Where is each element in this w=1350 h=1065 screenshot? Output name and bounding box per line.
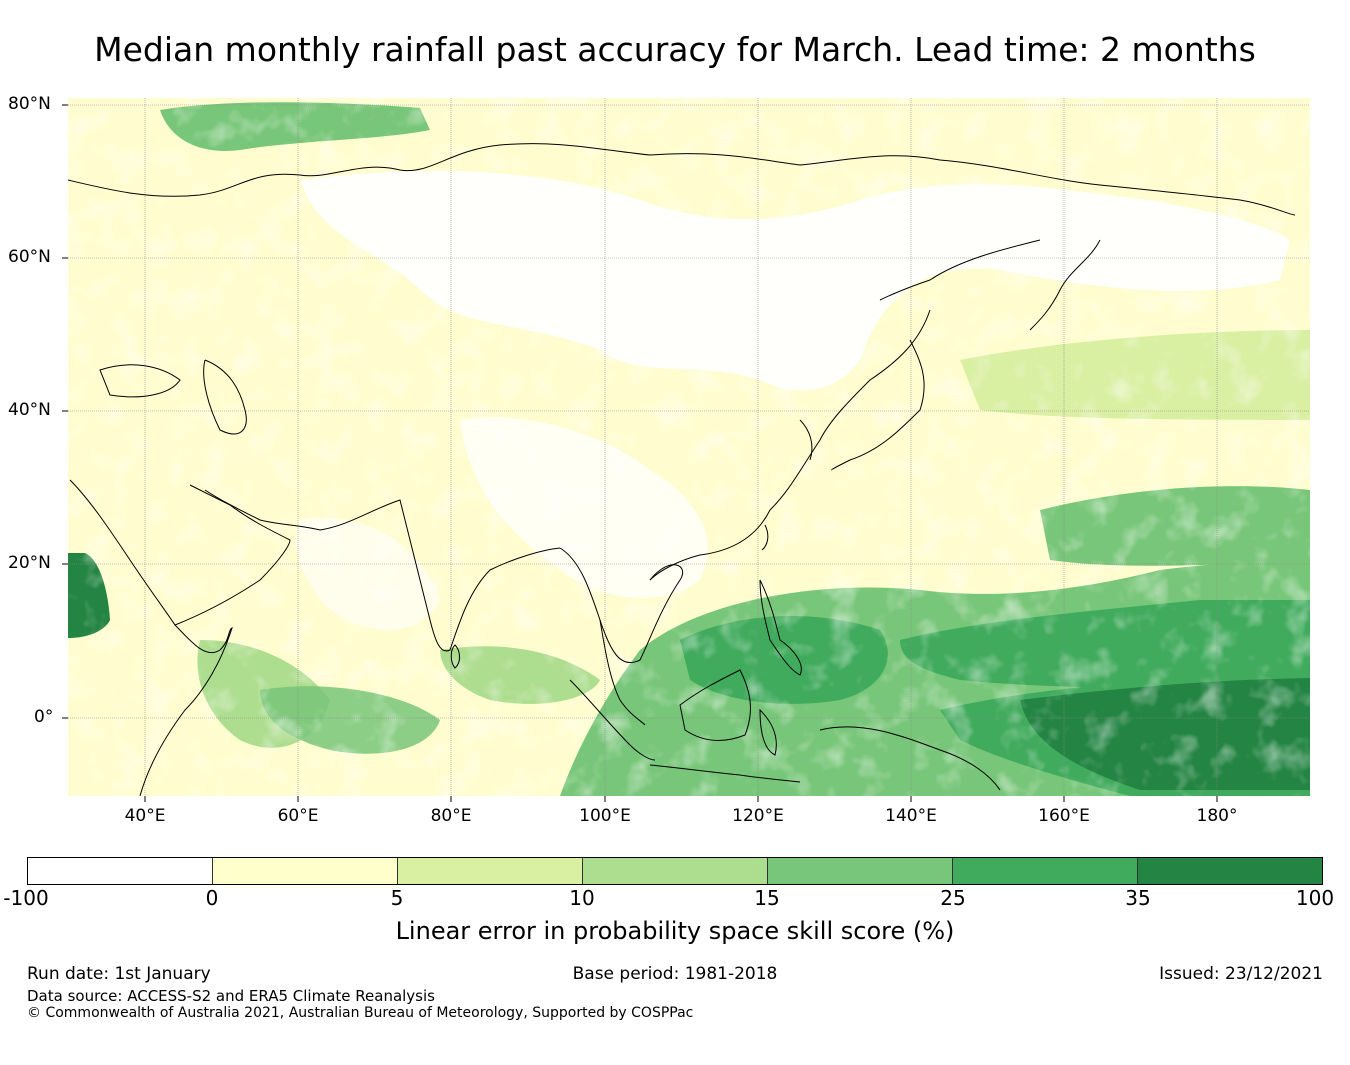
colorbar-tick-2: 5 <box>390 886 404 910</box>
lon-label-140e: 140°E <box>885 806 937 826</box>
coast-japan <box>831 339 925 471</box>
colorbar-tick-4: 15 <box>754 886 780 910</box>
coast-sulawesi <box>759 708 777 756</box>
coast-arabia <box>69 479 291 626</box>
colorbar-bin-1 <box>213 858 398 884</box>
coast-malay <box>599 619 646 726</box>
coast-indochina <box>559 547 684 663</box>
coast-caspian <box>203 359 247 435</box>
colorbar-tick-3: 10 <box>569 886 595 910</box>
coast-new-guinea <box>819 726 1001 791</box>
colorbar-tick-1: 0 <box>205 886 219 910</box>
coast-philippines <box>759 579 802 676</box>
coast-taiwan <box>761 524 769 551</box>
lon-label-100e: 100°E <box>579 806 631 826</box>
coast-korea <box>799 419 813 461</box>
texture-noise <box>68 98 1310 796</box>
coast-okhotsk <box>879 239 1041 301</box>
coast-black-sea <box>99 364 181 398</box>
colorbar-tick-6: 35 <box>1125 886 1151 910</box>
colorbar-bin-3 <box>583 858 768 884</box>
lat-label-40n: 40°N <box>8 400 51 420</box>
colorbar-bin-4 <box>768 858 953 884</box>
data-source: Data source: ACCESS-S2 and ERA5 Climate … <box>27 987 435 1005</box>
colorbar-tick-7: 100 <box>1295 886 1335 910</box>
lat-label-80n: 80°N <box>8 94 51 114</box>
copyright: © Commonwealth of Australia 2021, Austra… <box>27 1005 694 1021</box>
colorbar <box>27 857 1323 885</box>
lon-label-160e: 160°E <box>1038 806 1090 826</box>
chart-title: Median monthly rainfall past accuracy fo… <box>94 30 1256 69</box>
colorbar-label: Linear error in probability space skill … <box>395 917 955 945</box>
gridlines <box>68 98 1310 796</box>
lon-label-80e: 80°E <box>430 806 472 826</box>
coast-africa <box>139 624 233 796</box>
base-period: Base period: 1981-2018 <box>572 964 778 984</box>
coastlines <box>68 143 1296 796</box>
lon-label-120e: 120°E <box>732 806 784 826</box>
coast-india <box>319 499 561 652</box>
colorbar-bin-5 <box>953 858 1138 884</box>
lat-label-20n: 20°N <box>8 553 51 573</box>
coast-persian-gulf <box>204 489 321 531</box>
lon-ticks <box>144 796 1218 802</box>
coast-sri-lanka <box>450 644 460 669</box>
coast-sumatra <box>569 679 656 761</box>
run-date: Run date: 1st January <box>27 964 211 984</box>
lat-label-0: 0° <box>34 707 54 727</box>
lat-ticks <box>62 104 68 719</box>
issued-date: Issued: 23/12/2021 <box>1159 964 1323 984</box>
colorbar-bin-2 <box>398 858 583 884</box>
lon-label-40e: 40°E <box>124 806 166 826</box>
colorbar-bin-6 <box>1138 858 1322 884</box>
coast-kamchatka <box>1029 239 1101 331</box>
lat-label-60n: 60°N <box>8 247 51 267</box>
colorbar-tick-5: 25 <box>940 886 966 910</box>
colorbar-tick-0: -100 <box>3 886 49 910</box>
coast-east-asia <box>649 309 931 581</box>
coast-java <box>649 764 801 783</box>
coast-europe-asia-north <box>68 143 1296 216</box>
lon-label-180: 180° <box>1196 806 1238 826</box>
lon-label-60e: 60°E <box>277 806 319 826</box>
coast-borneo <box>679 669 751 741</box>
colorbar-bin-0 <box>28 858 213 884</box>
